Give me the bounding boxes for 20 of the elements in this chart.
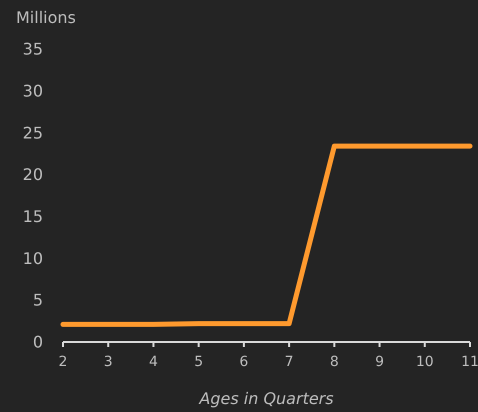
y-tick-label: 30	[22, 81, 43, 100]
y-tick-label: 15	[22, 207, 43, 226]
x-tick-label: 4	[148, 354, 158, 370]
x-tick-label: 10	[416, 354, 434, 370]
y-tick-label: 25	[22, 123, 43, 142]
x-tick-label: 3	[104, 354, 113, 370]
x-tick-label: 8	[330, 354, 339, 370]
x-tick-label: 2	[58, 354, 68, 370]
y-tick-label: 10	[22, 248, 43, 268]
x-tick-label: 7	[284, 354, 294, 370]
x-tick-label: 11	[461, 354, 478, 370]
x-tick-label: 5	[194, 354, 204, 370]
x-tick-label: 6	[239, 354, 248, 370]
y-tick-label: 35	[22, 40, 43, 59]
y-tick-label: 5	[32, 290, 43, 310]
y-tick-label: 20	[22, 165, 43, 184]
y-tick-label: 0	[32, 332, 43, 352]
x-axis-title: Ages in Quarters	[198, 389, 334, 408]
y-axis-title: Millions	[16, 8, 76, 27]
x-tick-label: 9	[375, 354, 384, 370]
